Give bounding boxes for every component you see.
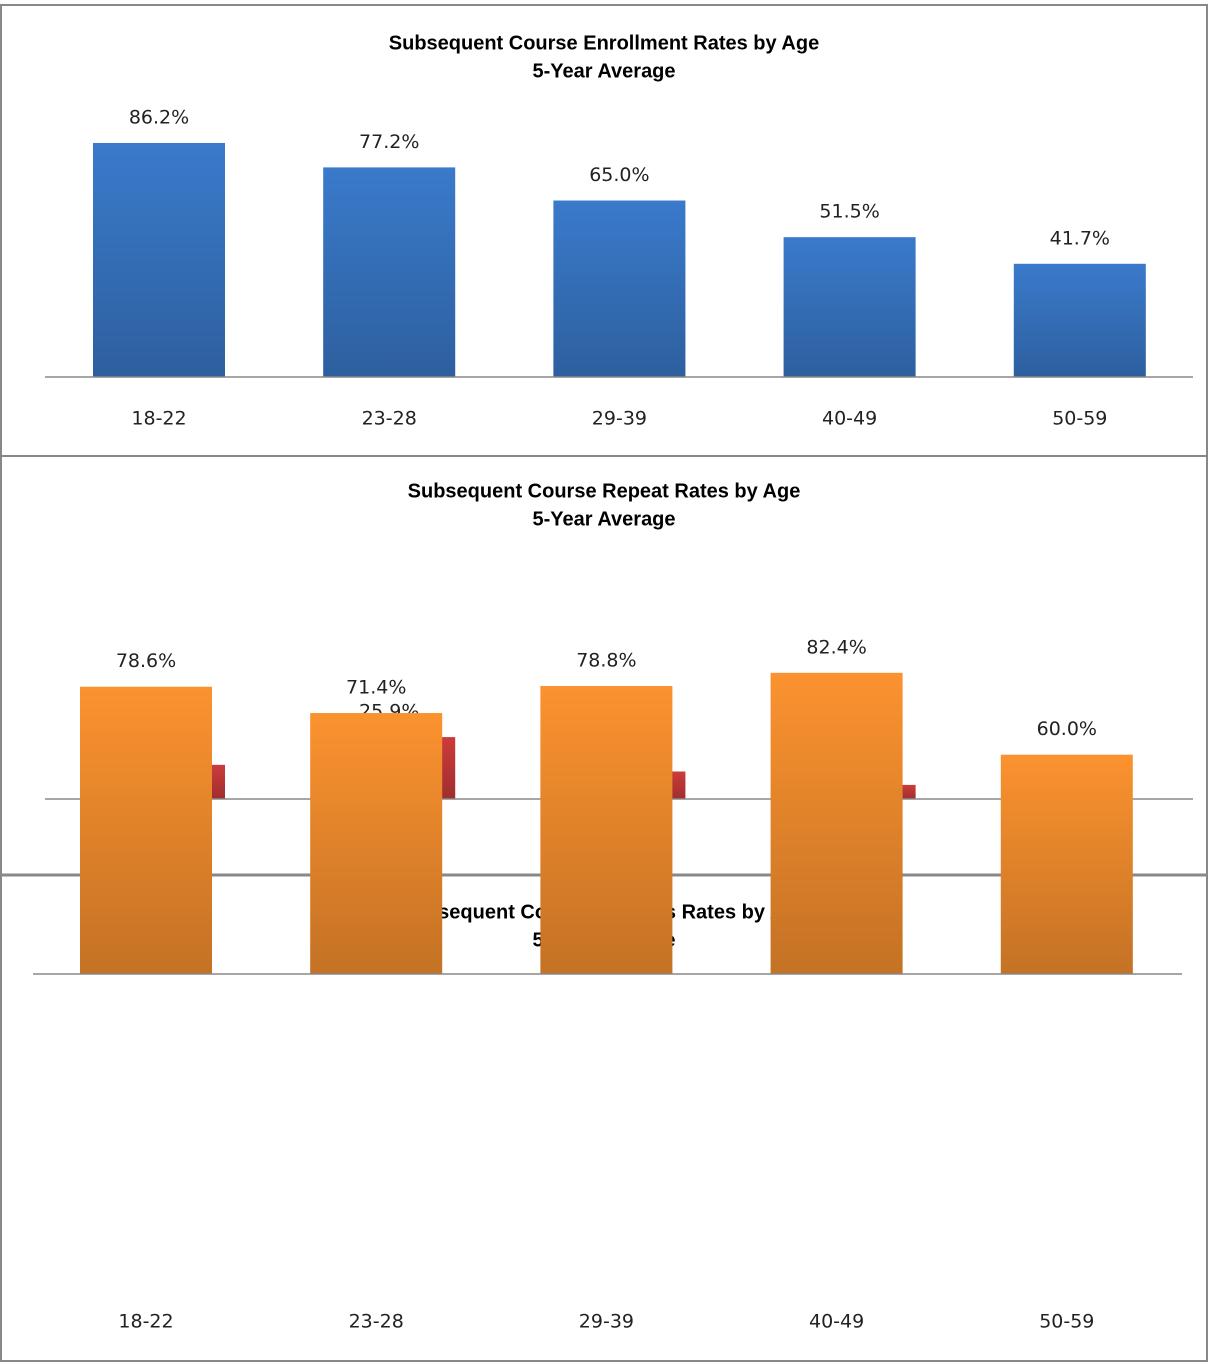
x-tick-label: 23-28 xyxy=(349,1311,404,1333)
data-label: 71.4% xyxy=(346,677,406,699)
x-tick-label: 50-59 xyxy=(1052,408,1107,430)
chart-title: Subsequent Course Repeat Rates by Age xyxy=(408,480,801,502)
x-tick-label: 18-22 xyxy=(118,1311,173,1333)
x-tick-label: 29-39 xyxy=(579,1311,634,1333)
x-tick-label: 23-28 xyxy=(362,408,417,430)
data-label: 77.2% xyxy=(359,131,419,153)
data-label: 41.7% xyxy=(1050,227,1110,249)
chart-subtitle: 5-Year Average xyxy=(532,508,675,530)
bar-shade xyxy=(770,672,903,974)
data-label: 78.8% xyxy=(576,649,636,671)
chart-subtitle: 5-Year Average xyxy=(532,60,675,82)
bar-shade xyxy=(1013,263,1146,377)
bar-shade xyxy=(323,167,456,377)
data-label: 86.2% xyxy=(129,106,189,128)
x-tick-label: 40-49 xyxy=(809,1311,864,1333)
frame xyxy=(0,4,1208,1362)
x-tick-label: 29-39 xyxy=(592,408,647,430)
x-tick-label: 18-22 xyxy=(131,408,186,430)
bar-shade xyxy=(93,142,225,377)
bar-shade xyxy=(783,237,916,377)
bar-shade xyxy=(310,713,443,974)
x-tick-label: 40-49 xyxy=(822,408,877,430)
bar-shade xyxy=(1000,754,1133,974)
data-label: 51.5% xyxy=(819,201,879,223)
chart-title: Subsequent Course Enrollment Rates by Ag… xyxy=(389,32,819,54)
data-label: 78.6% xyxy=(116,650,176,672)
data-label: 60.0% xyxy=(1037,718,1097,740)
data-label: 65.0% xyxy=(589,164,649,186)
bar-shade xyxy=(540,685,673,974)
data-label: 82.4% xyxy=(806,636,866,658)
bar-shade xyxy=(553,200,686,377)
x-tick-label: 50-59 xyxy=(1039,1311,1094,1333)
bar-shade xyxy=(80,686,212,974)
